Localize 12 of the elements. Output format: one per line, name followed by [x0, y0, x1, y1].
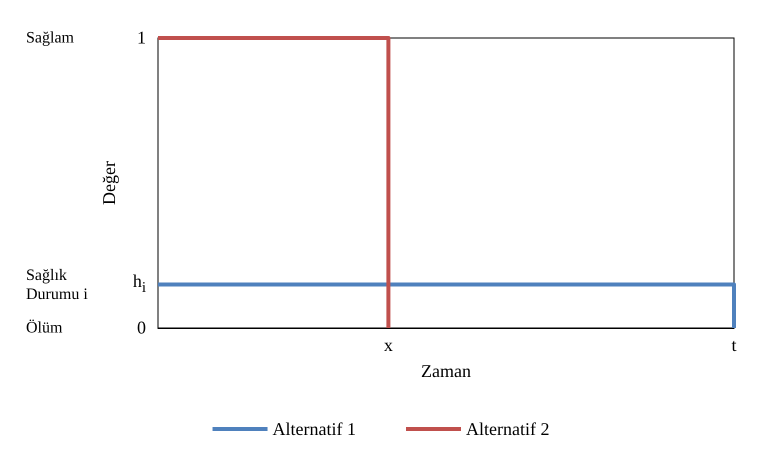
- text: Sağlam: [26, 28, 75, 48]
- text: h$_{i}$: [132, 270, 146, 298]
- x-tick-label: x: [384, 335, 393, 355]
- x-tick-label: t: [731, 335, 737, 355]
- x-axis-title: Zaman: [421, 361, 471, 381]
- text: Sağlık Durumu i: [26, 266, 89, 304]
- legend-label: Alternatif 2: [466, 419, 550, 439]
- legend-label: Alternatif 1: [272, 419, 356, 439]
- text: 0: [136, 318, 146, 338]
- text: Ölüm: [26, 318, 64, 338]
- y-axis-title: Değer: [99, 161, 119, 205]
- text: 1: [136, 28, 146, 48]
